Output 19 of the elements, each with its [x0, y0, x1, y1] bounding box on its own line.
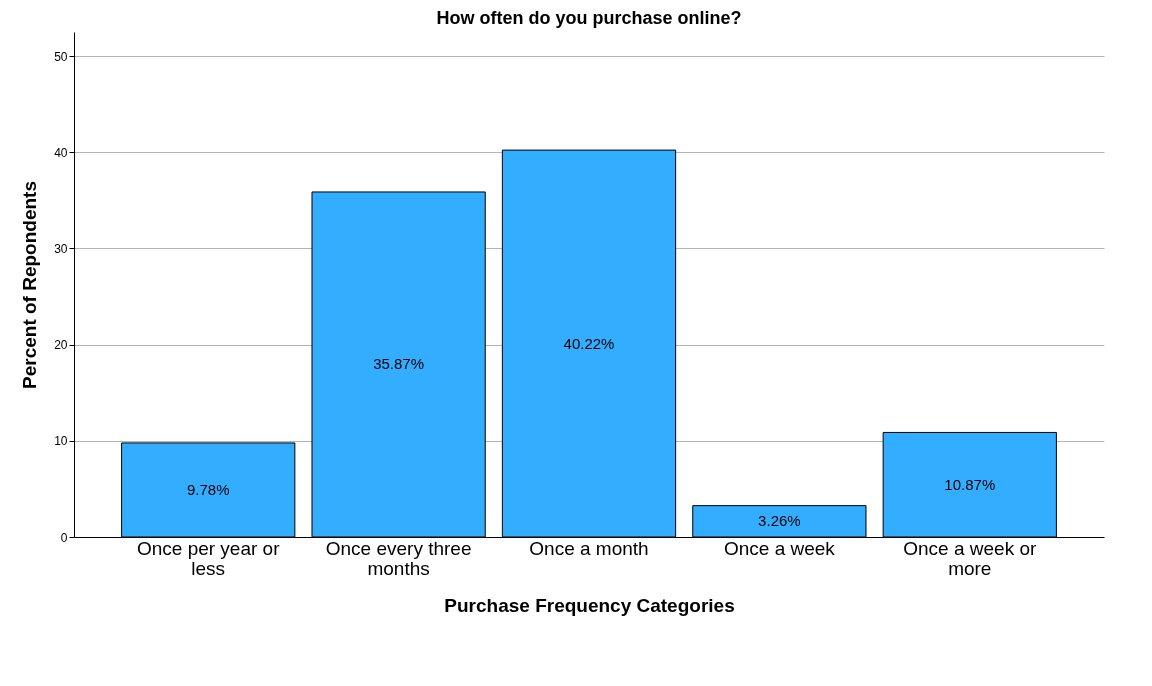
chart-title: How often do you purchase online?	[436, 8, 742, 28]
data-label: 3.26%	[758, 512, 801, 530]
y-tick-label: 30	[54, 241, 68, 256]
x-tick-label: Once a month	[529, 537, 649, 559]
y-tick-label: 20	[54, 338, 68, 353]
x-tick-label: Once per year or less	[136, 537, 281, 579]
x-axis-title: Purchase Frequency Categories	[444, 594, 735, 616]
y-tick-label: 0	[60, 530, 68, 545]
y-axis-title: Percent of Repondents	[19, 181, 41, 389]
data-label: 40.22%	[563, 334, 615, 352]
x-tick-label: Once a week	[723, 537, 836, 559]
data-label: 35.87%	[373, 355, 425, 373]
y-tick-label: 40	[54, 145, 68, 160]
y-tick-label: 50	[54, 49, 68, 64]
y-tick-label: 10	[54, 434, 68, 449]
x-tick-label: Once every three months	[325, 537, 472, 579]
x-tick-label: Once a week or more	[903, 537, 1037, 579]
data-label: 9.78%	[186, 480, 230, 498]
data-label: 10.87%	[944, 475, 996, 493]
